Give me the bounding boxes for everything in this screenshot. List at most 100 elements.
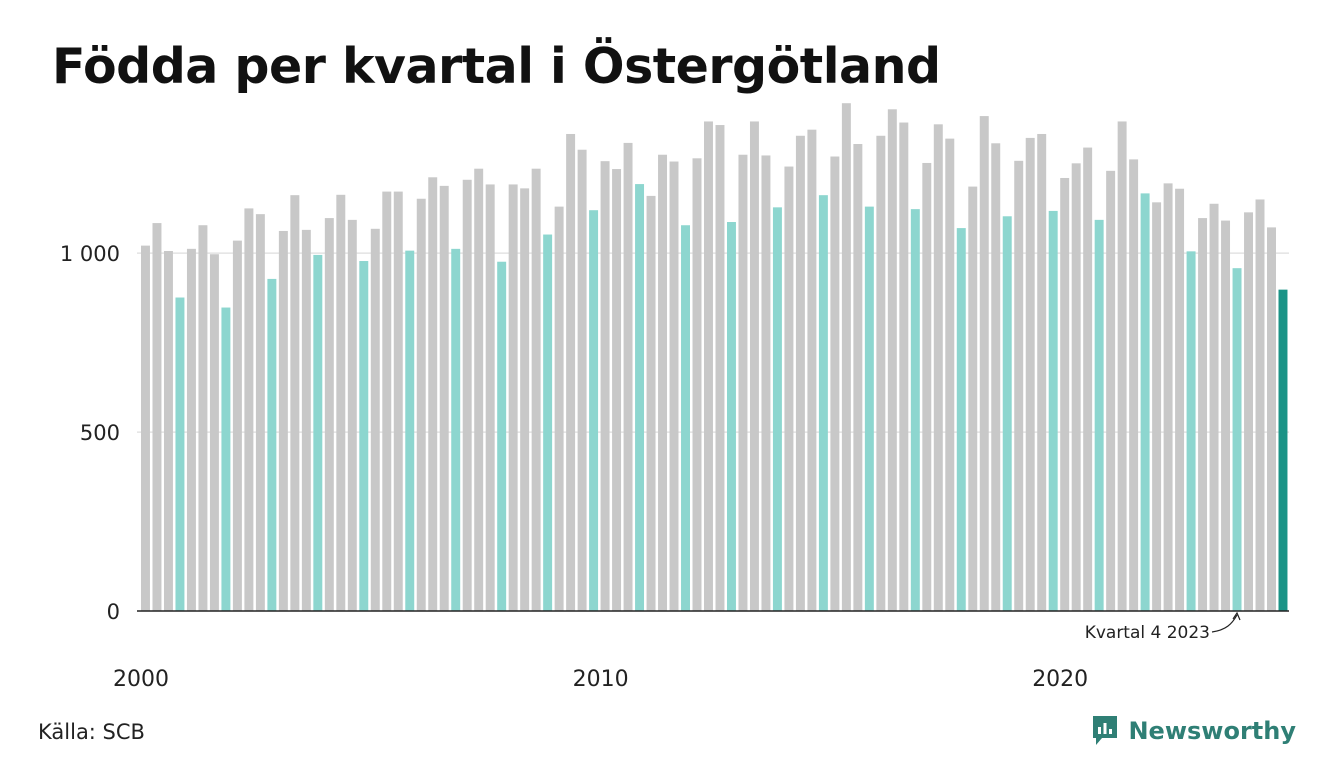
bar	[1244, 212, 1253, 611]
bar	[726, 222, 736, 611]
y-tick-label: 0	[107, 600, 120, 624]
y-tick-label: 1 000	[60, 242, 120, 266]
bar	[244, 208, 254, 611]
bar	[922, 162, 932, 611]
bar	[416, 198, 426, 611]
bar	[979, 116, 989, 611]
bar	[1152, 202, 1162, 611]
bar	[1278, 289, 1288, 611]
axes: 0 500 1 000 2000 2010 2020	[60, 242, 1289, 692]
bar	[749, 121, 759, 611]
bar	[1106, 170, 1116, 611]
bar	[485, 184, 495, 611]
bar	[497, 261, 507, 611]
bar	[1002, 216, 1012, 611]
source-note: Källa: SCB	[38, 720, 145, 744]
bar	[669, 161, 679, 611]
bar	[887, 109, 897, 611]
bar	[462, 179, 472, 611]
bar	[336, 194, 346, 611]
bar	[991, 143, 1001, 611]
bar	[1048, 210, 1058, 612]
bar	[738, 154, 748, 612]
bar	[554, 206, 564, 611]
bar	[784, 166, 794, 612]
bar	[382, 191, 392, 611]
bar	[1025, 137, 1035, 611]
bar	[968, 186, 978, 611]
bar	[1083, 147, 1093, 611]
bar	[313, 254, 323, 611]
annotation-label: Kvartal 4 2023	[1085, 623, 1210, 643]
bar	[255, 214, 265, 611]
bar	[589, 210, 599, 611]
bar	[1267, 227, 1276, 611]
annotation-arrowhead	[1232, 611, 1241, 621]
bar	[520, 188, 530, 611]
bar	[876, 135, 886, 611]
newsworthy-logo-icon	[1093, 716, 1118, 745]
bar	[577, 149, 587, 611]
bar	[175, 297, 185, 611]
bar	[301, 229, 311, 611]
bar	[841, 103, 851, 611]
bar	[761, 155, 771, 611]
bar	[186, 248, 196, 611]
bar	[658, 154, 668, 612]
bar	[772, 207, 782, 611]
bar	[290, 195, 300, 612]
chart-title: Födda per kvartal i Östergötland	[52, 38, 941, 95]
bar	[910, 209, 920, 611]
bar	[1071, 163, 1081, 611]
bar	[1117, 121, 1127, 611]
bar	[830, 156, 840, 611]
bar	[623, 142, 633, 612]
bar	[933, 124, 943, 611]
bar-chart: 0 500 1 000 2000 2010 2020 Kvartal 4 2023	[60, 103, 1289, 692]
bar	[474, 168, 484, 611]
x-tick-label: 2000	[113, 667, 169, 692]
bar	[945, 138, 955, 611]
bar	[1140, 193, 1150, 611]
bar	[543, 234, 553, 611]
bar	[370, 228, 380, 611]
bar	[715, 125, 725, 611]
brand-logo: Newsworthy	[1090, 714, 1296, 748]
bar	[1186, 251, 1196, 611]
bar	[853, 144, 863, 611]
bar	[635, 184, 645, 611]
bar	[692, 158, 702, 611]
bar	[646, 195, 656, 611]
bar	[1198, 218, 1208, 611]
bar	[508, 184, 518, 611]
bar	[141, 245, 150, 611]
bar	[864, 206, 874, 611]
bar	[347, 219, 357, 612]
bar	[531, 168, 541, 611]
bar	[1175, 188, 1185, 612]
bar	[428, 177, 438, 611]
brand-name: Newsworthy	[1128, 717, 1296, 745]
x-tick-label: 2010	[573, 667, 629, 692]
bar	[152, 223, 162, 611]
bar	[566, 133, 576, 612]
bar	[1129, 159, 1139, 611]
bar	[899, 122, 909, 611]
bar	[324, 218, 334, 611]
annotation-arrow	[1211, 614, 1238, 633]
bar	[359, 261, 369, 611]
bar	[198, 225, 208, 612]
bar	[1232, 268, 1242, 611]
bar	[209, 254, 219, 611]
bar	[267, 278, 277, 611]
bar	[956, 228, 966, 611]
x-tick-label: 2020	[1032, 667, 1088, 692]
bar	[807, 129, 817, 611]
bar	[439, 185, 449, 611]
bar	[600, 161, 610, 612]
bar	[1221, 220, 1231, 611]
bar	[1014, 160, 1024, 611]
bar	[451, 248, 461, 611]
bar	[278, 230, 288, 611]
bar	[232, 240, 242, 611]
